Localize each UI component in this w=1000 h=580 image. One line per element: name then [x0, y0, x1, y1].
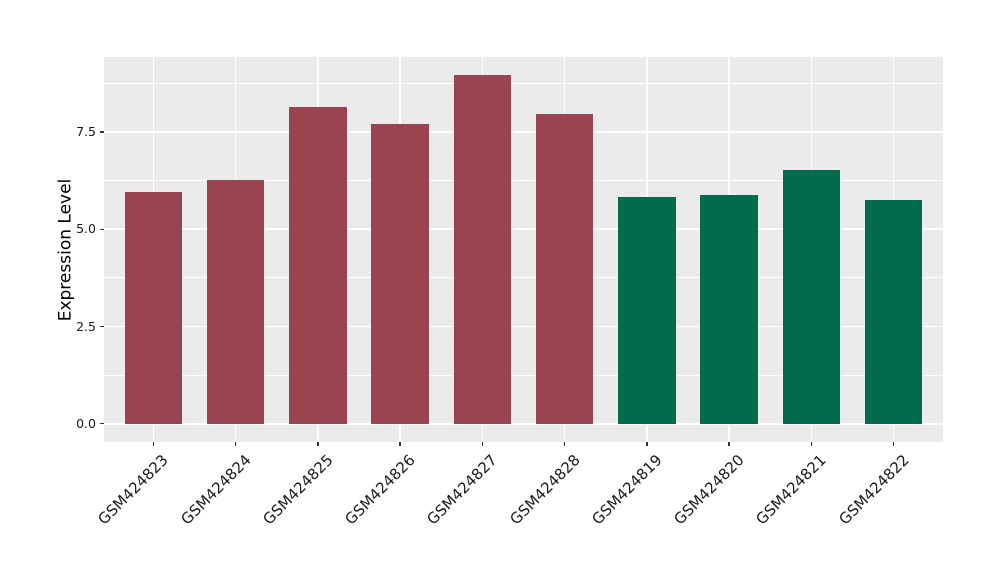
y-tick-mark [100, 228, 104, 231]
x-tick-mark [563, 442, 566, 446]
x-tick-mark [728, 442, 730, 446]
bar [782, 169, 841, 424]
x-tick-mark [152, 442, 155, 446]
x-tick-mark [810, 442, 813, 446]
bar [124, 192, 183, 424]
bar [371, 123, 429, 424]
gridline-minor [104, 180, 943, 182]
x-tick-mark [646, 442, 648, 446]
x-tick-mark [892, 442, 895, 446]
y-tick-label: 0.0 [76, 415, 96, 431]
y-tick-mark [100, 422, 104, 425]
x-tick-mark [317, 442, 319, 446]
gridline-major [104, 325, 943, 328]
y-tick-label: 5.0 [76, 221, 96, 237]
gridline-major [104, 131, 943, 133]
gridline-major [104, 228, 943, 231]
x-tick-mark [481, 442, 484, 446]
gridline-minor [104, 277, 943, 279]
bar [289, 107, 347, 424]
y-axis-title: Expression Level [55, 178, 76, 322]
plot-panel [104, 57, 943, 442]
bar [206, 179, 265, 424]
gridline-major [104, 422, 943, 425]
y-tick-mark [100, 325, 104, 328]
bar [535, 114, 594, 424]
x-tick-mark [234, 442, 237, 446]
bar [864, 200, 923, 424]
y-tick-label: 2.5 [76, 318, 96, 334]
bar [700, 194, 758, 424]
y-tick-label: 7.5 [76, 124, 96, 140]
bar [618, 196, 676, 424]
y-tick-mark [100, 131, 104, 133]
x-tick-mark [399, 442, 401, 446]
gridline-minor [104, 374, 943, 376]
bar [453, 74, 512, 424]
gridline-minor [104, 82, 943, 84]
